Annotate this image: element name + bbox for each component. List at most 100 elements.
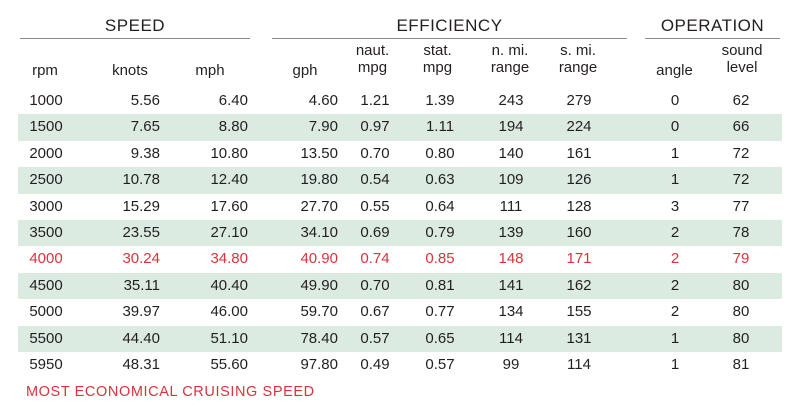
cell-knots: 5.56 (130, 92, 160, 109)
cell-stat-mpg: 0.81 (425, 276, 455, 294)
cell-knots: 9.38 (130, 144, 160, 162)
cell-n-mi-range: 109 (498, 171, 524, 189)
cell-mph: 46.00 (210, 303, 248, 321)
column-header-stat-mpg: stat. mpg (422, 42, 453, 76)
cell-n-mi-range: 140 (498, 144, 524, 162)
table-row: 2000 9.38 10.80 13.50 0.70 0.80 140 161 1 72 (18, 141, 782, 167)
cell-stat-mpg: 1.11 (425, 118, 455, 136)
cell-gph: 49.90 (300, 276, 338, 294)
cell-n-mi-range: 134 (498, 303, 524, 321)
column-header-gph: gph (292, 62, 318, 79)
cell-mph: 34.80 (210, 250, 248, 268)
cell-angle: 1 (670, 329, 680, 347)
table-row: 1000 5.56 6.40 4.60 1.21 1.39 243 279 0 62 (18, 88, 782, 114)
cell-naut-mpg: 0.97 (360, 118, 390, 136)
cell-sound-level: 78 (732, 223, 750, 241)
cell-naut-mpg: 1.21 (360, 92, 390, 109)
cell-rpm: 2000 (29, 144, 63, 162)
cell-angle: 2 (670, 223, 680, 241)
cell-mph: 12.40 (210, 171, 248, 189)
cell-rpm: 5000 (29, 303, 63, 321)
group-header-operation: OPERATION (660, 16, 765, 35)
cell-sound-level: 79 (732, 250, 750, 268)
column-header-knots: knots (112, 62, 148, 79)
cell-sound-level: 81 (732, 355, 750, 373)
cell-stat-mpg: 0.79 (425, 223, 455, 241)
cell-sound-level: 66 (732, 118, 750, 136)
cell-naut-mpg: 0.69 (360, 223, 390, 241)
cell-gph: 7.90 (308, 118, 338, 136)
cell-knots: 44.40 (122, 329, 160, 347)
cell-mph: 27.10 (210, 223, 248, 241)
cell-stat-mpg: 0.63 (425, 171, 455, 189)
cell-n-mi-range: 99 (502, 355, 520, 373)
cell-stat-mpg: 0.85 (425, 250, 455, 268)
column-header-sound-level: sound level (721, 42, 763, 76)
cell-stat-mpg: 0.65 (425, 329, 455, 347)
cell-sound-level: 62 (732, 92, 750, 109)
cell-gph: 97.80 (300, 355, 338, 373)
cell-angle: 2 (670, 276, 680, 294)
cell-s-mi-range: 114 (567, 355, 591, 373)
cell-angle: 0 (670, 118, 680, 136)
column-header-angle: angle (656, 62, 693, 79)
column-header-mph: mph (195, 62, 225, 79)
cell-n-mi-range: 194 (498, 118, 524, 136)
cell-knots: 7.65 (130, 118, 160, 136)
cell-naut-mpg: 0.55 (360, 197, 390, 215)
cell-sound-level: 80 (732, 329, 750, 347)
cell-mph: 17.60 (210, 197, 248, 215)
cell-gph: 78.40 (300, 329, 338, 347)
cell-rpm: 4500 (29, 276, 63, 294)
cell-mph: 10.80 (210, 144, 248, 162)
cell-stat-mpg: 0.57 (425, 355, 455, 373)
cell-rpm: 3500 (29, 223, 63, 241)
cell-rpm: 5500 (29, 329, 63, 347)
cell-s-mi-range: 224 (566, 118, 592, 136)
table-row: 4500 35.11 40.40 49.90 0.70 0.81 141 162 2 80 (18, 272, 782, 300)
cell-mph: 6.40 (218, 92, 248, 109)
cell-knots: 30.24 (122, 250, 160, 268)
table-row: 5500 44.40 51.10 78.40 0.57 0.65 114 131 1 80 (18, 325, 782, 352)
cell-stat-mpg: 0.64 (425, 197, 455, 215)
table-row: 1500 7.65 8.80 7.90 0.97 1.11 194 224 0 66 (18, 114, 782, 141)
cell-s-mi-range: 155 (566, 303, 592, 321)
cell-rpm: 2500 (29, 171, 63, 189)
cell-knots: 15.29 (122, 197, 160, 215)
table-row: 3500 23.55 27.10 34.10 0.69 0.79 139 160 2 78 (18, 219, 782, 247)
cell-angle: 1 (670, 144, 680, 162)
cell-n-mi-range: 111 (499, 197, 523, 215)
table-row-highlighted: 4000 30.24 34.80 40.90 0.74 0.85 148 171 2 79 (18, 246, 782, 272)
cell-n-mi-range: 141 (498, 276, 524, 294)
cell-gph: 13.50 (300, 144, 338, 162)
footnote-legend: MOST ECONOMICAL CRUISING SPEED (26, 384, 315, 400)
table-row: 5950 48.31 55.60 97.80 0.49 0.57 99 114 1 81 (18, 352, 782, 378)
cell-gph: 59.70 (300, 303, 338, 321)
cell-naut-mpg: 0.67 (360, 303, 390, 321)
column-header-rpm: rpm (32, 62, 58, 79)
cell-sound-level: 72 (732, 171, 750, 189)
cell-gph: 27.70 (300, 197, 338, 215)
cell-naut-mpg: 0.49 (360, 355, 390, 373)
cell-knots: 35.11 (123, 276, 160, 294)
cell-rpm: 3000 (29, 197, 63, 215)
cell-naut-mpg: 0.70 (360, 276, 390, 294)
cell-knots: 10.78 (122, 171, 160, 189)
cell-stat-mpg: 0.80 (425, 144, 455, 162)
cell-gph: 34.10 (300, 223, 338, 241)
group-header-speed: SPEED (104, 16, 166, 35)
cell-gph: 40.90 (300, 250, 338, 268)
group-header-efficiency: EFFICIENCY (396, 16, 503, 35)
group-rule-operation (645, 38, 780, 39)
cell-stat-mpg: 0.77 (425, 303, 455, 321)
cell-angle: 2 (670, 303, 680, 321)
cell-s-mi-range: 162 (566, 276, 592, 294)
cell-angle: 2 (670, 250, 680, 268)
cell-s-mi-range: 126 (566, 171, 592, 189)
cell-sound-level: 77 (732, 197, 750, 215)
cell-n-mi-range: 243 (498, 92, 524, 109)
cell-mph: 8.80 (218, 118, 248, 136)
table-row: 5000 39.97 46.00 59.70 0.67 0.77 134 155 2 80 (18, 299, 782, 325)
cell-s-mi-range: 171 (566, 250, 592, 268)
cell-rpm: 4000 (29, 250, 63, 268)
